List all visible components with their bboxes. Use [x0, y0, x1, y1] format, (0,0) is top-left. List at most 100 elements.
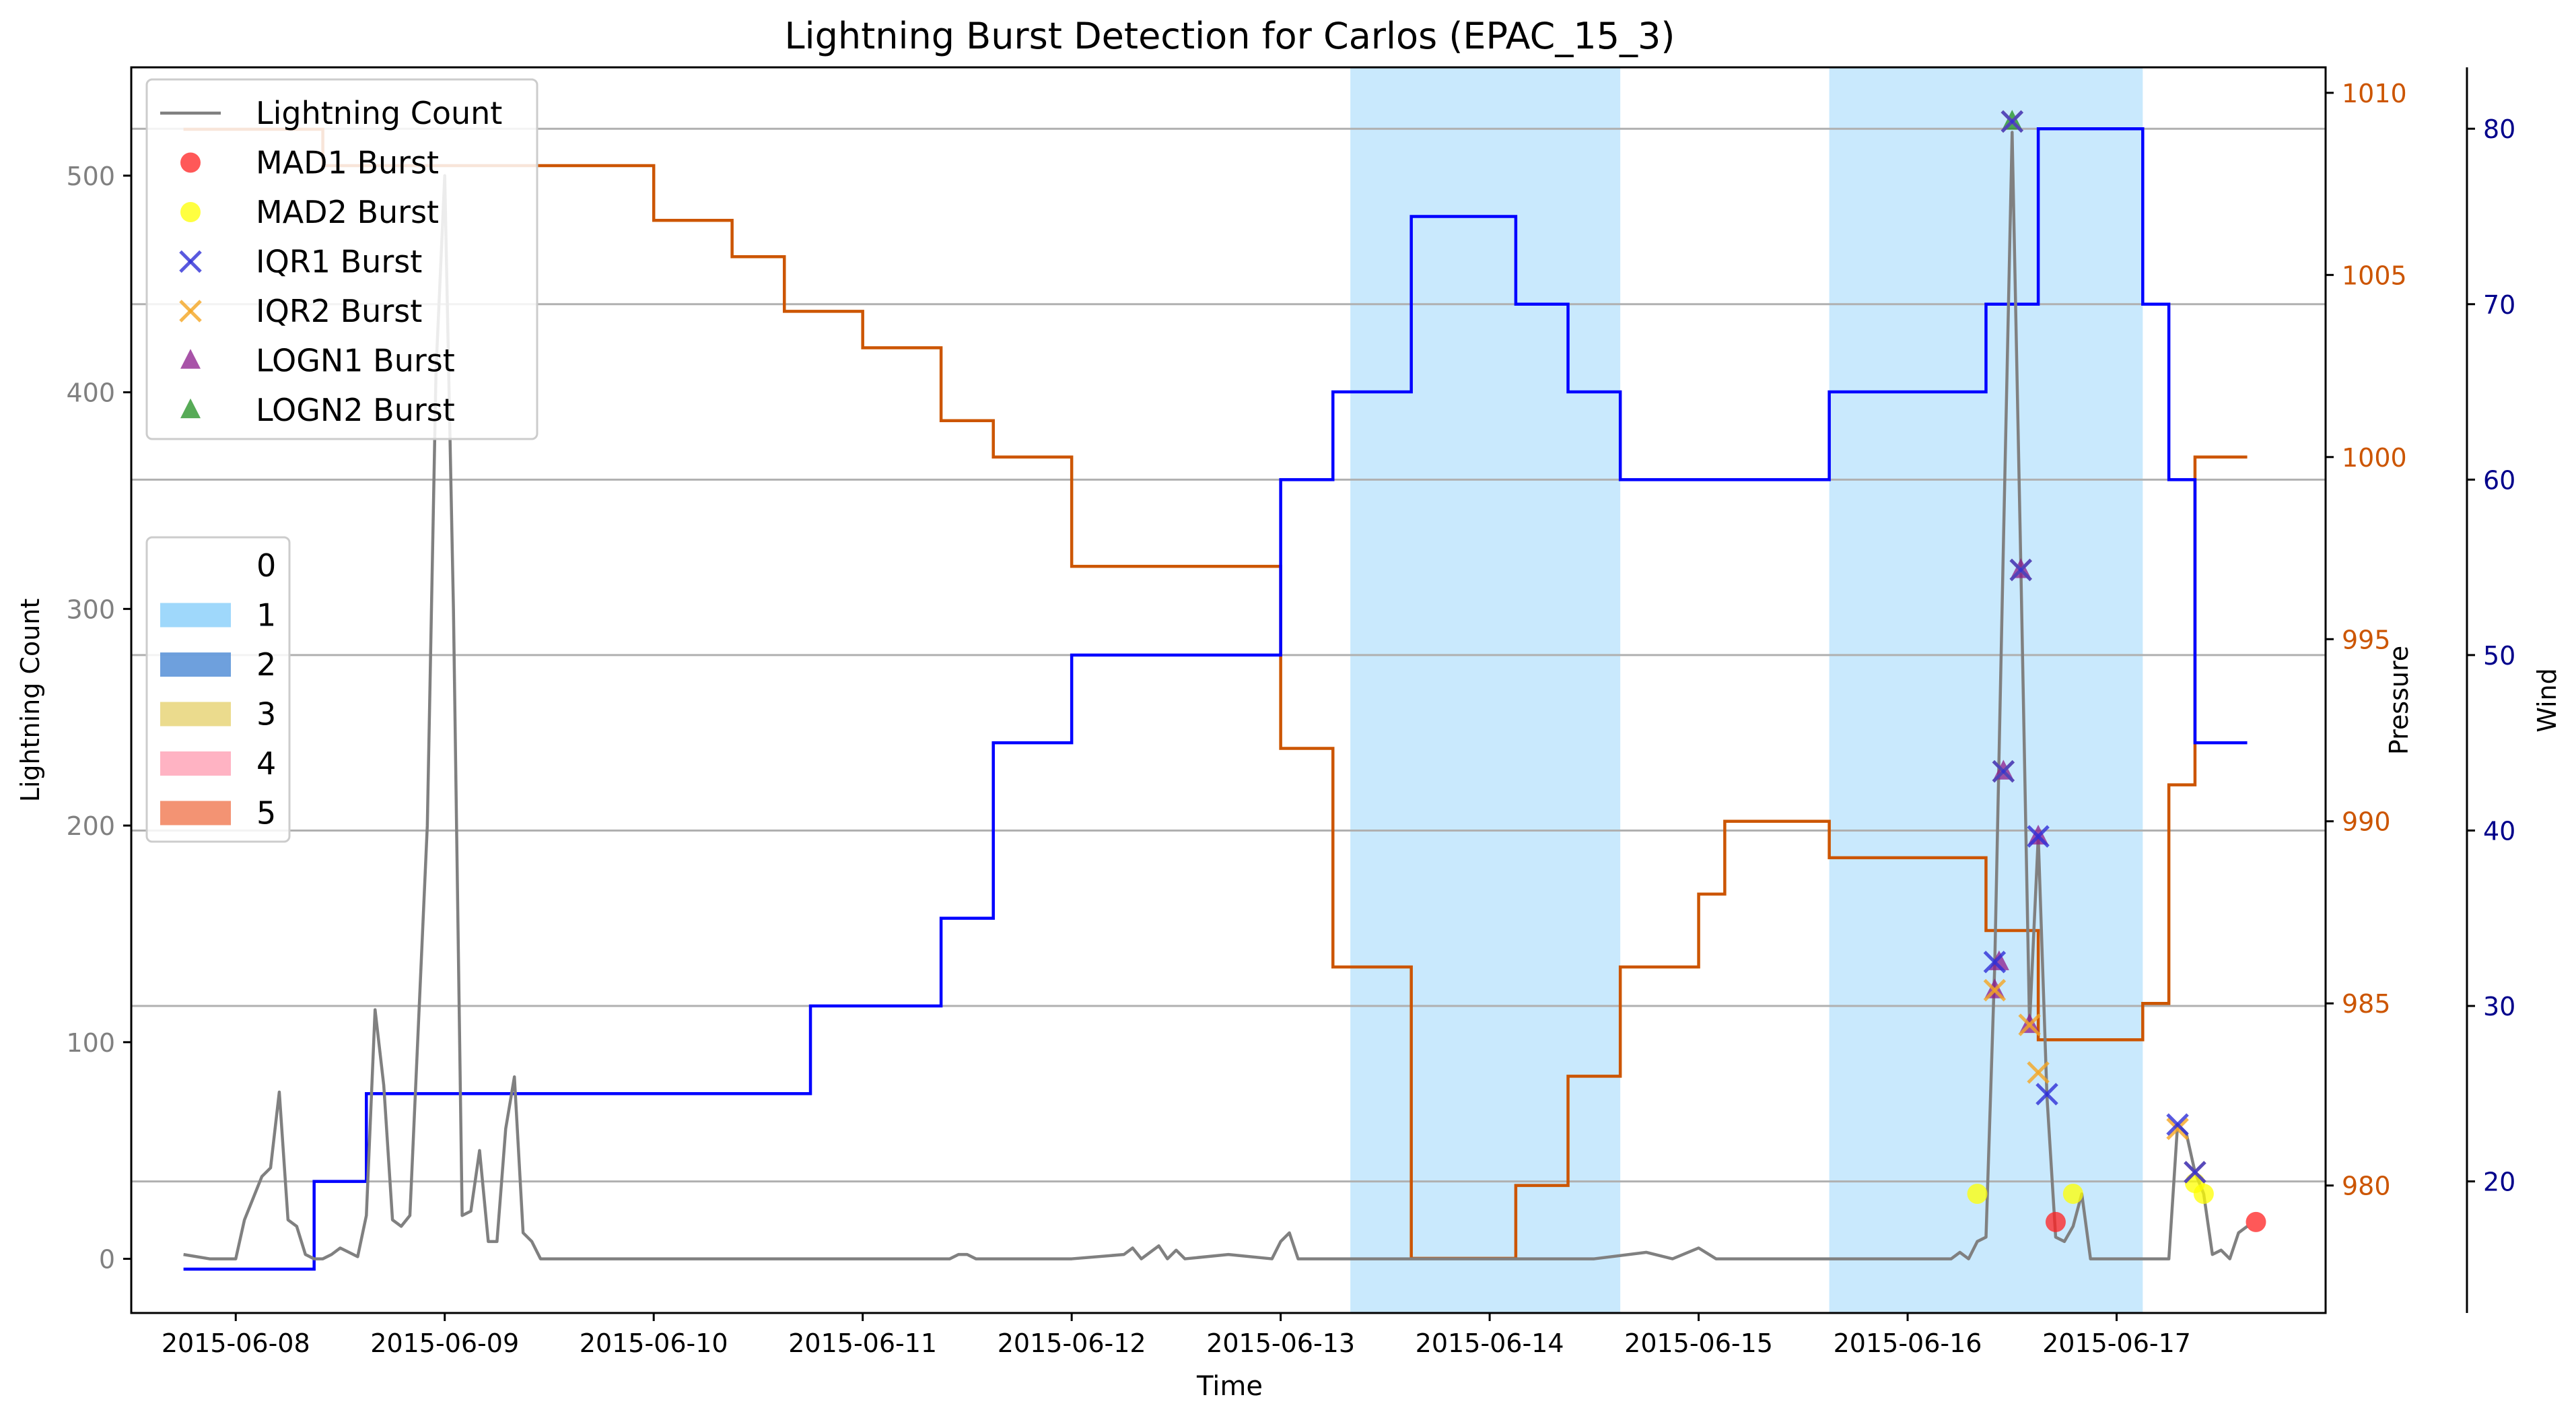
- wind-tick-label: 20: [2483, 1168, 2515, 1197]
- legend-category-swatch-2: [160, 652, 231, 677]
- legend-category-swatch-4: [160, 751, 231, 776]
- iqr1-burst-marker-2: [1992, 760, 2015, 783]
- chart-title: Lightning Burst Detection for Carlos (EP…: [785, 15, 1675, 57]
- pressure-tick-label: 1010: [2342, 79, 2407, 108]
- legend-entry-iqr2: IQR2 Burst: [179, 293, 422, 329]
- legend-label-logn1: LOGN1 Burst: [256, 343, 455, 379]
- mad2-burst-marker-2: [2062, 1184, 2083, 1205]
- iqr1-burst-marker-1: [1983, 951, 2007, 974]
- legend-category-3: 3: [160, 696, 276, 733]
- logn1-burst-marker-2: [1988, 950, 2009, 970]
- x-tick-label: 2015-06-13: [1206, 1328, 1355, 1358]
- legend-categories: 0 1 2 3 4 5: [145, 536, 291, 843]
- iqr1-burst-marker-8-b: [2184, 1161, 2206, 1184]
- pressure-tick-label: 985: [2342, 989, 2391, 1019]
- iqr2-burst-marker-6-b: [2027, 1061, 2050, 1084]
- x-axis-label: Time: [1196, 1371, 1263, 1402]
- mad2-burst-marker-1: [1967, 1184, 1988, 1205]
- pressure-tick-label: 980: [2342, 1172, 2391, 1201]
- legend-category-label-2: 2: [256, 646, 276, 683]
- x-tick-label: 2015-06-12: [998, 1328, 1146, 1358]
- y-axis-label-lightning: Lightning Count: [15, 599, 45, 803]
- legend-label-mad1: MAD1 Burst: [256, 145, 439, 181]
- legend-swatch-mad2: [180, 202, 201, 222]
- legend-category-swatch-5: [160, 801, 231, 825]
- legend-swatch-iqr1-b: [179, 250, 202, 273]
- iqr1-burst-marker-4: [2009, 558, 2032, 582]
- pressure-tick-label: 995: [2342, 625, 2391, 654]
- legend-category-label-5: 5: [256, 795, 276, 832]
- iqr1-burst-marker-2-b: [1992, 760, 2015, 783]
- iqr1-burst-marker-7-b: [2166, 1113, 2189, 1136]
- wind-tick-label: 30: [2483, 992, 2515, 1021]
- category-span-2: [1829, 67, 2143, 1313]
- legend-swatch-iqr2-b: [179, 300, 202, 323]
- x-tick-label: 2015-06-17: [2042, 1328, 2191, 1358]
- x-tick-label: 2015-06-15: [1624, 1328, 1773, 1358]
- legend-category-4: 4: [160, 745, 276, 782]
- iqr2-burst-marker-5-b: [2018, 1013, 2041, 1036]
- wind-tick-label: 80: [2483, 114, 2515, 144]
- legend-category-label-0: 0: [256, 547, 276, 584]
- mad1-burst-marker-1: [2045, 1211, 2066, 1232]
- legend-label-iqr2: IQR2 Burst: [256, 293, 422, 329]
- legend-category-label-1: 1: [256, 597, 276, 634]
- legend-swatch-logn1: [180, 349, 201, 369]
- left-tick-label: 500: [66, 162, 115, 191]
- iqr2-burst-marker-7: [2166, 1117, 2189, 1141]
- legend-swatch-iqr1: [179, 250, 202, 273]
- wind-tick-label: 50: [2483, 641, 2515, 671]
- burst-markers: [1967, 110, 2266, 1232]
- legend-category-label-3: 3: [256, 696, 276, 733]
- left-tick-label: 300: [66, 595, 115, 624]
- legend-category-swatch-3: [160, 702, 231, 727]
- legend-label-lightning: Lightning Count: [256, 95, 502, 131]
- legend-swatch-iqr2: [179, 300, 202, 323]
- iqr1-burst-marker-8: [2184, 1161, 2206, 1184]
- x-tick-label: 2015-06-16: [1834, 1328, 1982, 1358]
- legend-label-logn2: LOGN2 Burst: [256, 392, 455, 428]
- iqr2-burst-marker-1: [1983, 978, 2007, 1002]
- legend-entry-logn1: LOGN1 Burst: [180, 343, 455, 379]
- legend-entry-iqr1: IQR1 Burst: [179, 244, 422, 280]
- mad2-burst-marker-4: [2193, 1184, 2214, 1205]
- legend-label-iqr1: IQR1 Burst: [256, 244, 422, 280]
- legend-entry-mad2: MAD2 Burst: [180, 194, 439, 230]
- legend-series-box: [145, 78, 538, 440]
- legend-swatch-mad1: [180, 152, 201, 173]
- iqr1-burst-marker-4-b: [2009, 558, 2032, 582]
- left-tick-label: 200: [66, 811, 115, 841]
- iqr2-burst-marker-7-b: [2166, 1117, 2189, 1141]
- category-span-1: [1350, 67, 1621, 1313]
- iqr1-burst-marker-6-b: [2035, 1083, 2058, 1106]
- x-tick-label: 2015-06-10: [580, 1328, 728, 1358]
- left-tick-label: 100: [66, 1028, 115, 1058]
- iqr1-burst-marker-5: [2027, 825, 2050, 848]
- iqr1-burst-marker-5-b: [2027, 825, 2050, 848]
- iqr1-burst-marker-7: [2166, 1113, 2189, 1136]
- left-tick-label: 400: [66, 378, 115, 408]
- legend-category-label-4: 4: [256, 745, 276, 782]
- wind-tick-label: 40: [2483, 816, 2515, 846]
- lightning-line: [183, 131, 2248, 1260]
- axes: 0100200300400500980985990995100010051010…: [66, 67, 2515, 1358]
- iqr1-burst-marker-3-b: [2000, 110, 2024, 133]
- iqr2-burst-marker-6: [2027, 1061, 2050, 1084]
- x-tick-label: 2015-06-08: [162, 1328, 310, 1358]
- pressure-tick-label: 1000: [2342, 443, 2407, 473]
- wind-line: [183, 127, 2248, 1271]
- legend-category-swatch-1: [160, 603, 231, 628]
- iqr1-burst-marker-3: [2000, 110, 2024, 133]
- y-axis-label-pressure: Pressure: [2384, 646, 2414, 755]
- iqr1-burst-marker-1-b: [1983, 951, 2007, 974]
- legend-category-2: 2: [160, 646, 276, 683]
- mad1-burst-marker-2: [2246, 1211, 2266, 1232]
- left-tick-label: 0: [99, 1245, 115, 1275]
- pressure-tick-label: 1005: [2342, 261, 2407, 290]
- legend-series: Lightning Count MAD1 Burst MAD2 Burst IQR1 …: [145, 78, 538, 440]
- wind-tick-label: 60: [2483, 465, 2515, 495]
- x-tick-label: 2015-06-14: [1416, 1328, 1564, 1358]
- iqr2-burst-marker-1-b: [1983, 978, 2007, 1002]
- y-axis-label-wind: Wind: [2532, 668, 2562, 733]
